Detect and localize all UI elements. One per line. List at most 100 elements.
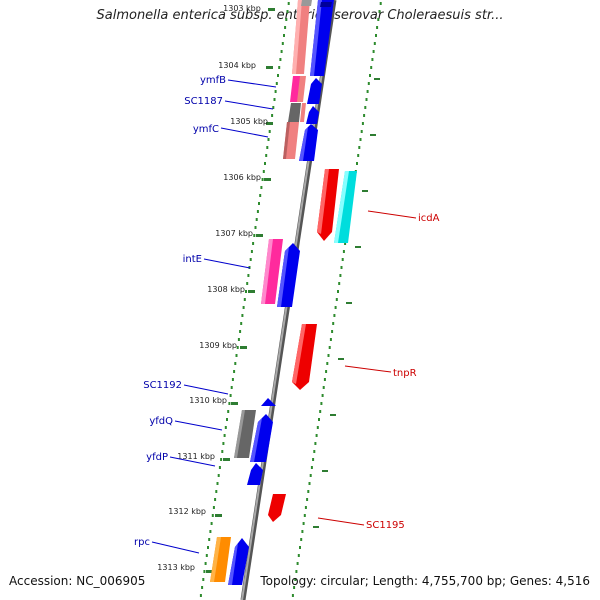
kbp-tick: 1303 kbp xyxy=(223,4,275,13)
ring-dot xyxy=(316,426,319,429)
ring-dot xyxy=(299,546,301,549)
kbp-tick: 1306 kbp xyxy=(223,173,271,182)
ring-dot xyxy=(227,410,230,413)
ring-dot xyxy=(249,258,252,261)
ring-dot xyxy=(334,306,337,309)
gene-feature-yfdQ[interactable] xyxy=(234,410,256,458)
ring-dot xyxy=(359,138,362,141)
gene-label-SC1192[interactable]: SC1192 xyxy=(143,380,182,391)
ring-dot xyxy=(218,466,221,469)
ring-dot xyxy=(211,514,214,517)
ring-dot xyxy=(295,570,298,573)
kbp-tick: 1311 kbp xyxy=(177,452,230,461)
kbp-label: 1312 kbp xyxy=(168,507,206,516)
ring-dot xyxy=(240,322,243,325)
gene-feature-blue-arrow-4[interactable] xyxy=(277,243,300,307)
topology-text: Topology: circular; Length: 4,755,700 bp… xyxy=(260,574,590,588)
gene-feature-salmon-1[interactable] xyxy=(292,0,310,74)
gene-label-icdA[interactable]: icdA xyxy=(418,213,440,224)
ring-dot xyxy=(224,426,227,429)
ring-dot xyxy=(344,242,347,245)
ring-dot xyxy=(361,122,364,125)
ring-dot xyxy=(297,554,300,557)
kbp-label: 1309 kbp xyxy=(199,341,237,350)
gene-feature-salmon-3[interactable] xyxy=(300,103,306,122)
ring-dot xyxy=(326,362,329,365)
ring-dot xyxy=(201,586,204,589)
gene-label-yfdQ[interactable]: yfdQ xyxy=(149,416,173,427)
gene-feature-rpc[interactable] xyxy=(210,537,231,582)
kbp-tick: 1305 kbp xyxy=(230,117,273,126)
ring-dot xyxy=(307,490,310,493)
gene-label-SC1187[interactable]: SC1187 xyxy=(184,96,223,107)
gene-feature-SC1192[interactable] xyxy=(261,398,276,406)
gene-feature-blue-top[interactable] xyxy=(310,0,334,76)
ring-dot xyxy=(323,378,326,381)
accession-text: Accession: NC_006905 xyxy=(9,574,146,588)
ring-dot xyxy=(338,282,341,285)
ring-dot xyxy=(286,10,289,13)
gene-feature-icdA-red[interactable] xyxy=(317,169,339,241)
gene-label-ymfC[interactable]: ymfC xyxy=(193,124,219,135)
ring-dot xyxy=(304,506,307,509)
ring-dot xyxy=(371,58,374,61)
gene-feature-blue-arrow-1[interactable] xyxy=(307,78,322,104)
gene-feature-blue-arrow-3[interactable] xyxy=(299,124,318,161)
ring-dot xyxy=(300,538,303,541)
ring-dot xyxy=(279,58,282,61)
ring-dot xyxy=(246,282,249,285)
outer-dotted-ring xyxy=(291,2,382,597)
inner-dotted-ring xyxy=(199,2,290,597)
ring-dot xyxy=(202,578,205,581)
kbp-label: 1303 kbp xyxy=(223,4,261,13)
ring-dot xyxy=(327,354,330,357)
gene-label-yfdP[interactable]: yfdP xyxy=(146,452,168,463)
ring-dot xyxy=(239,330,242,333)
gene-label-intE[interactable]: intE xyxy=(183,254,202,265)
ring-dot xyxy=(360,130,363,133)
ring-dot xyxy=(319,410,322,413)
kbp-label: 1311 kbp xyxy=(177,452,215,461)
ring-dot xyxy=(217,474,220,477)
gene-feature-tnpR[interactable] xyxy=(292,324,317,390)
ring-dot xyxy=(229,394,232,397)
gene-feature-salmon-2[interactable] xyxy=(297,76,306,102)
gene-feature-yfdP[interactable] xyxy=(247,463,263,485)
gene-feature-gray-top[interactable] xyxy=(301,0,312,6)
gene-feature-blue-arrow-6[interactable] xyxy=(228,538,249,585)
gene-label-rpc[interactable]: rpc xyxy=(134,537,150,548)
ring-dot xyxy=(228,402,231,405)
kbp-tick: 1304 kbp xyxy=(218,61,273,70)
ring-dot xyxy=(315,434,318,437)
ring-dot xyxy=(275,82,278,85)
gene-label-SC1195[interactable]: SC1195 xyxy=(366,520,405,531)
gene-feature-blue-arrow-5[interactable] xyxy=(250,414,273,462)
ring-dot xyxy=(378,10,381,13)
ring-dot xyxy=(342,250,345,253)
ring-dot xyxy=(220,458,223,461)
ring-dot xyxy=(273,98,276,101)
ring-dot xyxy=(208,538,211,541)
ring-dot xyxy=(376,26,379,29)
ring-dot xyxy=(247,274,250,277)
gene-feature-blue-arrow-2[interactable] xyxy=(306,106,319,124)
gene-label-tnpR[interactable]: tnpR xyxy=(393,368,417,379)
ring-dot xyxy=(291,594,294,597)
ring-dot xyxy=(255,218,258,221)
ring-dot xyxy=(277,74,279,77)
ring-dot xyxy=(312,458,315,461)
gene-feature-SC1195[interactable] xyxy=(268,494,286,522)
ring-dot xyxy=(287,2,290,5)
ring-dot xyxy=(222,442,225,445)
gene-feature-SC1187[interactable] xyxy=(288,103,301,122)
gene-label-ymfB[interactable]: ymfB xyxy=(200,75,226,86)
ring-dot xyxy=(303,514,306,517)
ring-dot xyxy=(233,370,236,373)
ring-dot xyxy=(231,378,234,381)
gene-feature-icdA-cyan[interactable] xyxy=(334,171,357,243)
ring-dot xyxy=(204,562,207,565)
gene-feature-intE[interactable] xyxy=(261,239,283,304)
ring-dot xyxy=(254,226,257,229)
ring-dot xyxy=(306,498,309,501)
gene-feature-ymfC[interactable] xyxy=(283,122,299,159)
